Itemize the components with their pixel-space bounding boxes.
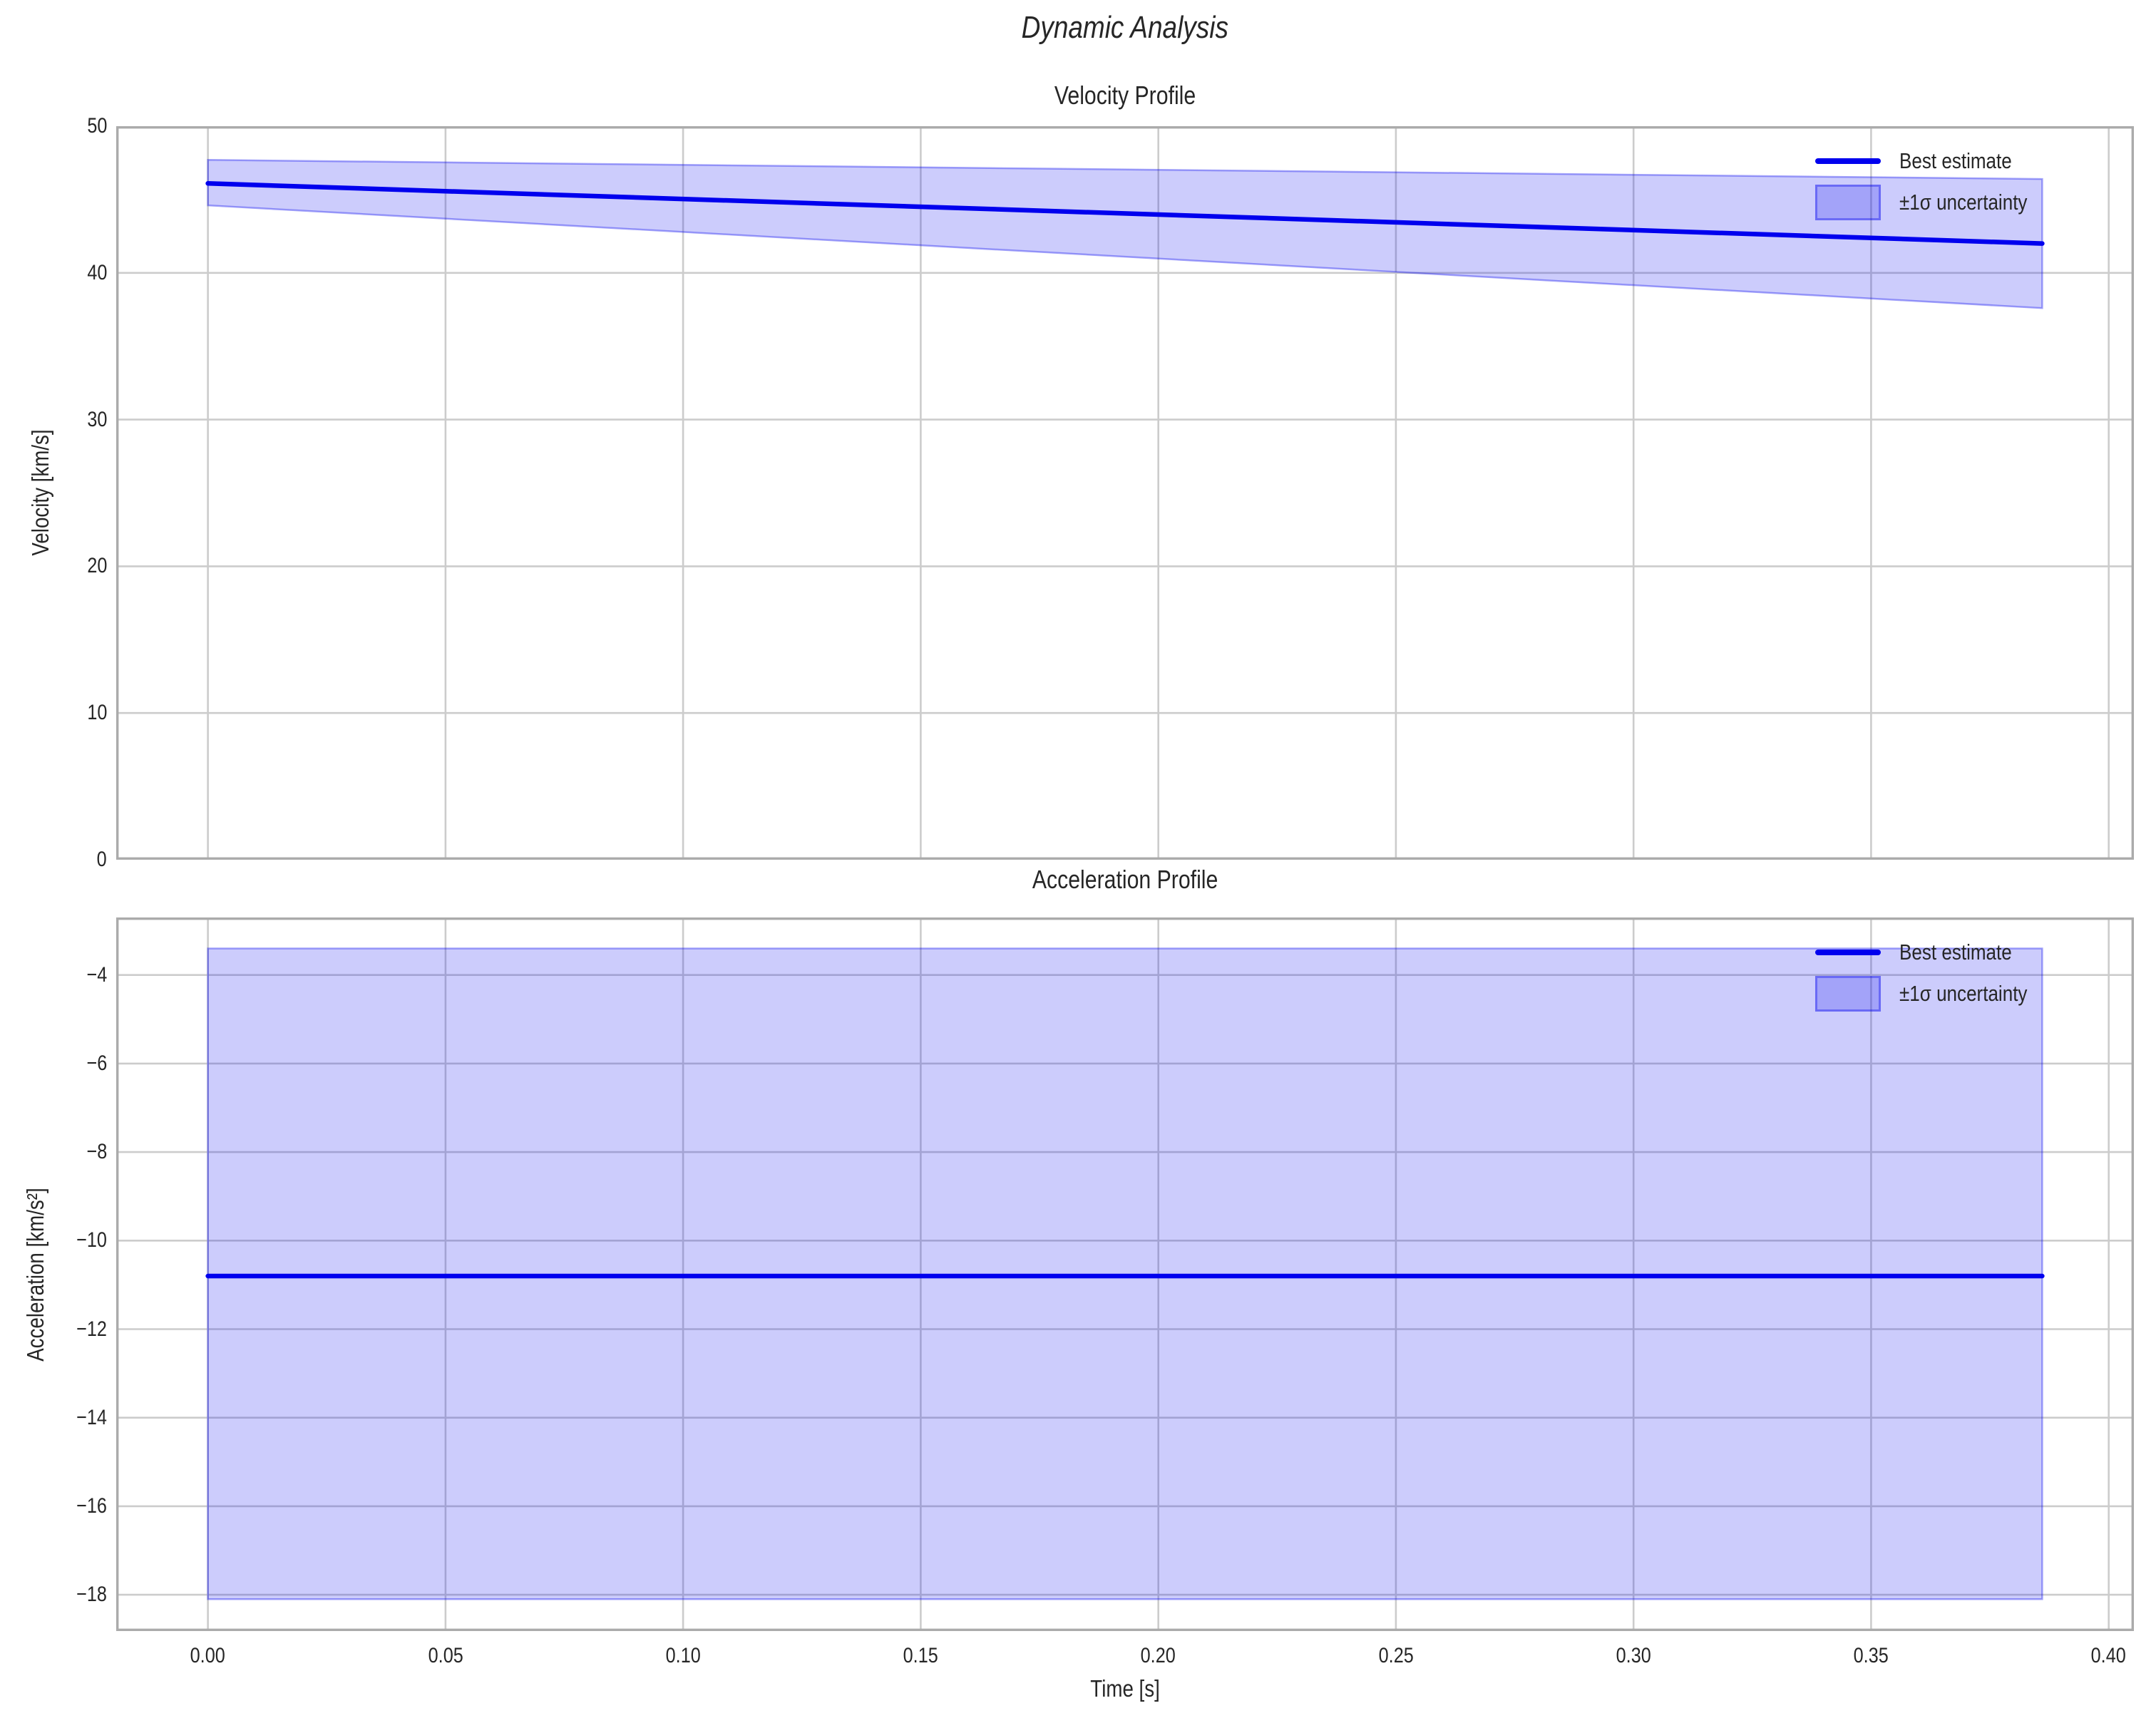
band-swatch-icon	[1815, 976, 1881, 1012]
legend-entry-best-estimate: Best estimate	[1815, 140, 2052, 182]
axes-spines	[116, 126, 2134, 860]
legend-label: ±1σ uncertainty	[1899, 981, 2028, 1006]
line-swatch-icon	[1815, 950, 1881, 955]
legend-label: Best estimate	[1899, 940, 2012, 965]
y-tick-label: −6	[86, 1051, 107, 1075]
legend-entry-best-estimate: Best estimate	[1815, 932, 2052, 973]
acceleration-y-axis-label: Acceleration [km/s²]	[22, 1188, 48, 1362]
y-tick-label: −10	[76, 1228, 107, 1253]
y-tick-label: 50	[86, 114, 107, 138]
velocity-axes: Best estimate ±1σ uncertainty	[116, 126, 2134, 860]
x-tick-label: 0.25	[1378, 1644, 1414, 1667]
x-tick-label: 0.40	[2091, 1644, 2127, 1667]
velocity-legend: Best estimate ±1σ uncertainty	[1815, 140, 2052, 223]
legend-entry-uncertainty: ±1σ uncertainty	[1815, 182, 2052, 223]
figure-title: Dynamic Analysis	[1021, 10, 1229, 45]
x-tick-label: 0.35	[1853, 1644, 1889, 1667]
acceleration-plot-title: Acceleration Profile	[1032, 865, 1218, 894]
velocity-plot-title: Velocity Profile	[1054, 81, 1196, 110]
line-swatch-icon	[1815, 158, 1881, 164]
y-tick-label: 30	[86, 407, 107, 431]
best-estimate-line	[205, 181, 2045, 246]
x-axis-label: Time [s]	[1090, 1675, 1160, 1702]
y-tick-label: −16	[76, 1493, 107, 1518]
y-tick-label: 10	[86, 701, 107, 725]
axes-spines	[116, 917, 2134, 1631]
acceleration-axes: Best estimate ±1σ uncertainty	[116, 917, 2134, 1631]
x-tick-label: 0.10	[665, 1644, 701, 1667]
x-tick-label: 0.15	[903, 1644, 938, 1667]
legend-label: Best estimate	[1899, 148, 2012, 173]
y-tick-label: 20	[86, 554, 107, 578]
y-tick-label: 0	[96, 848, 107, 871]
legend-label: ±1σ uncertainty	[1899, 190, 2028, 215]
x-tick-label: 0.30	[1616, 1644, 1651, 1667]
y-tick-label: −18	[76, 1583, 107, 1607]
x-tick-label: 0.20	[1141, 1644, 1176, 1667]
y-tick-label: −8	[86, 1140, 107, 1164]
legend-entry-uncertainty: ±1σ uncertainty	[1815, 973, 2052, 1014]
acceleration-axes-canvas	[116, 917, 2134, 1631]
x-tick-label: 0.05	[428, 1644, 463, 1667]
y-tick-label: 40	[86, 260, 107, 284]
y-tick-label: −14	[76, 1405, 107, 1429]
velocity-axes-canvas	[116, 126, 2134, 860]
band-swatch-icon	[1815, 185, 1881, 220]
acceleration-legend: Best estimate ±1σ uncertainty	[1815, 932, 2052, 1014]
y-tick-label: −4	[86, 962, 107, 987]
x-tick-label: 0.00	[190, 1644, 226, 1667]
y-tick-label: −12	[76, 1317, 107, 1341]
